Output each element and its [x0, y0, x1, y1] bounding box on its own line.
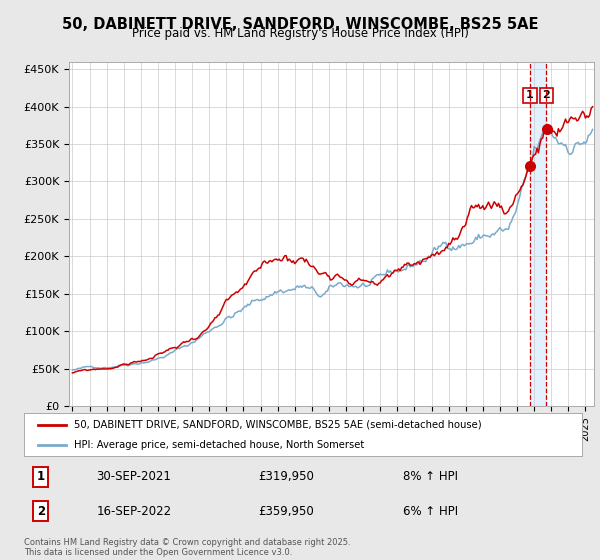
Text: 1: 1 [37, 470, 45, 483]
Text: 6% ↑ HPI: 6% ↑ HPI [403, 505, 458, 518]
Text: 30-SEP-2021: 30-SEP-2021 [97, 470, 172, 483]
Text: HPI: Average price, semi-detached house, North Somerset: HPI: Average price, semi-detached house,… [74, 441, 364, 450]
Text: £359,950: £359,950 [259, 505, 314, 518]
Text: 2: 2 [37, 505, 45, 518]
Text: 1: 1 [526, 90, 534, 100]
Bar [530, 62, 546, 406]
Text: £319,950: £319,950 [259, 470, 314, 483]
Text: 50, DABINETT DRIVE, SANDFORD, WINSCOMBE, BS25 5AE: 50, DABINETT DRIVE, SANDFORD, WINSCOMBE,… [62, 17, 538, 32]
Text: Contains HM Land Registry data © Crown copyright and database right 2025.
This d: Contains HM Land Registry data © Crown c… [24, 538, 350, 557]
Text: 16-SEP-2022: 16-SEP-2022 [97, 505, 172, 518]
Text: 50, DABINETT DRIVE, SANDFORD, WINSCOMBE, BS25 5AE (semi-detached house): 50, DABINETT DRIVE, SANDFORD, WINSCOMBE,… [74, 420, 482, 430]
Text: Price paid vs. HM Land Registry's House Price Index (HPI): Price paid vs. HM Land Registry's House … [131, 27, 469, 40]
Text: 2: 2 [542, 90, 550, 100]
Text: 8% ↑ HPI: 8% ↑ HPI [403, 470, 458, 483]
